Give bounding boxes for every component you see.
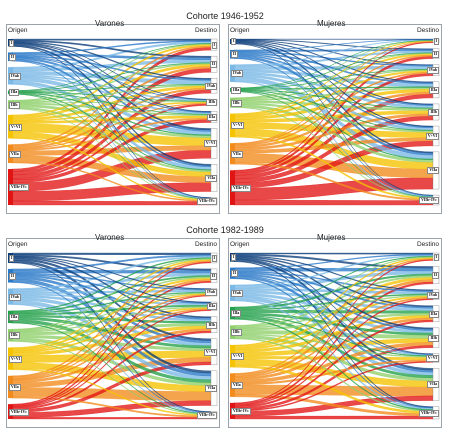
destination-node-label: IVab <box>205 82 217 90</box>
sankey-panel-1982-varones: Varones Origen Destino I II IVab IIIa IIIb V+… <box>6 233 220 428</box>
flow-viib-ivc-to-viib-ivc <box>11 200 212 206</box>
origin-node-label: VIIb+IVc <box>9 408 29 416</box>
panel-title: Varones <box>95 19 125 28</box>
origin-node-label: V+VI <box>9 123 23 131</box>
flow-viib-ivc-to-viib-ivc <box>233 415 434 420</box>
origin-node-label: VIIa <box>231 150 243 158</box>
destination-node-label: VIIa <box>427 381 439 389</box>
destination-node-label: IIIa <box>206 303 217 311</box>
destination-node-label: IIIa <box>428 86 439 94</box>
origin-node-label: IIIa <box>231 310 242 318</box>
origin-node-label: VIIb+IVc <box>231 407 251 415</box>
destination-node-label: II <box>210 61 217 69</box>
origin-axis-label: Origen <box>8 241 28 248</box>
origin-node-label: II <box>9 53 16 61</box>
sankey-flow-svg <box>230 252 440 420</box>
destination-node-label: I <box>211 41 217 49</box>
origin-node-label: IIIb <box>9 332 20 340</box>
panel-title: Varones <box>95 233 125 242</box>
flow-viib-ivc-to-viib-ivc <box>11 417 212 420</box>
origin-node-label: IIIa <box>9 89 20 97</box>
origin-node-label: IVab <box>231 70 243 78</box>
origin-node-label: IVab <box>9 72 21 80</box>
origin-node-label: II <box>231 270 238 278</box>
destination-node-label: IIIb <box>428 108 439 116</box>
origin-node-label: I <box>9 254 15 262</box>
destination-node-label: V+VI <box>203 140 217 148</box>
destination-node-label: VIIa <box>205 174 217 182</box>
destination-axis-label: Destino <box>194 27 217 34</box>
flow-i-to-i <box>11 38 212 41</box>
origin-node-label: II <box>231 51 238 59</box>
destination-node-label: IIIa <box>206 113 217 121</box>
flow-i-to-i <box>233 252 434 255</box>
destination-node-label: IIIb <box>206 99 217 107</box>
origin-node-label: II <box>9 272 16 280</box>
flow-viib-ivc-to-viib-ivc <box>233 199 434 206</box>
origin-node-label: V+VI <box>231 353 245 361</box>
destination-node-label: IIIb <box>206 321 217 329</box>
origin-node-label: V+VI <box>231 122 245 130</box>
destination-node-label: II <box>210 272 217 280</box>
origin-node-label: I <box>231 38 237 46</box>
destination-node-label: I <box>211 254 217 262</box>
origin-node-label: IIIb <box>9 101 20 109</box>
origin-node-label: IIIa <box>9 313 20 321</box>
origin-node-label: VIIb+IVc <box>231 184 251 192</box>
origin-node-label: I <box>9 39 15 47</box>
destination-node-label: VIIb+IVc <box>197 412 217 420</box>
destination-node-label: VIIb+IVc <box>419 409 439 417</box>
destination-node-label: II <box>432 50 439 58</box>
origin-axis-label: Origen <box>230 27 250 34</box>
origin-node-label: IIIb <box>231 99 242 107</box>
destination-node-label: II <box>432 272 439 280</box>
destination-axis-label: Destino <box>416 241 439 248</box>
destination-axis-label: Destino <box>416 27 439 34</box>
origin-axis-label: Origen <box>8 27 28 34</box>
sankey-panel-1946-mujeres: Mujeres Origen Destino I II IVab IIIa IIIb V+… <box>228 19 442 214</box>
origin-node-label: VIIa <box>9 150 21 158</box>
sankey-panel-1946-varones: Varones Origen Destino I II IVab IIIa IIIb V+… <box>6 19 220 214</box>
destination-node-label: IIIa <box>428 310 439 318</box>
origin-node-label: VIIa <box>231 382 243 390</box>
destination-axis-label: Destino <box>194 241 217 248</box>
origin-node-label: IIIb <box>231 329 242 337</box>
origin-node-label: V+VI <box>9 355 23 363</box>
destination-node-label: VIIb+IVc <box>197 198 217 206</box>
origin-node-label: VIIb+IVc <box>9 184 29 192</box>
panel-title: Mujeres <box>317 19 346 28</box>
destination-node-label: IVab <box>205 289 217 297</box>
origin-node-label: IVab <box>231 289 243 297</box>
destination-node-label: I <box>433 253 439 261</box>
sankey-flow-svg <box>230 38 440 206</box>
destination-node-label: VIIa <box>205 385 217 393</box>
flow-v-vi-to-v-vi <box>233 356 434 360</box>
origin-axis-label: Origen <box>230 241 250 248</box>
sankey-flow-svg <box>8 252 218 420</box>
destination-node-label: IVab <box>427 291 439 299</box>
destination-node-label: IIIb <box>428 334 439 342</box>
destination-node-label: VIIb+IVc <box>419 197 439 205</box>
origin-node-label: VIIa <box>9 383 21 391</box>
flow-i-to-i <box>11 252 212 255</box>
destination-node-label: VIIa <box>427 167 439 175</box>
destination-node-label: V+VI <box>203 348 217 356</box>
panel-title: Mujeres <box>317 233 346 242</box>
origin-node-label: I <box>231 254 237 262</box>
destination-node-label: I <box>433 37 439 45</box>
destination-node-label: IVab <box>427 67 439 75</box>
sankey-flow-svg <box>8 38 218 206</box>
sankey-panel-1982-mujeres: Mujeres Origen Destino I II IVab IIIa IIIb V+… <box>228 233 442 428</box>
destination-node-label: V+VI <box>425 132 439 140</box>
destination-node-label: V+VI <box>425 355 439 363</box>
origin-node-label: IVab <box>9 293 21 301</box>
origin-node-label: IIIa <box>231 86 242 94</box>
cohort-title-2: Cohorte 1982-1989 <box>186 225 264 235</box>
cohort-title-1: Cohorte 1946-1952 <box>186 11 264 21</box>
